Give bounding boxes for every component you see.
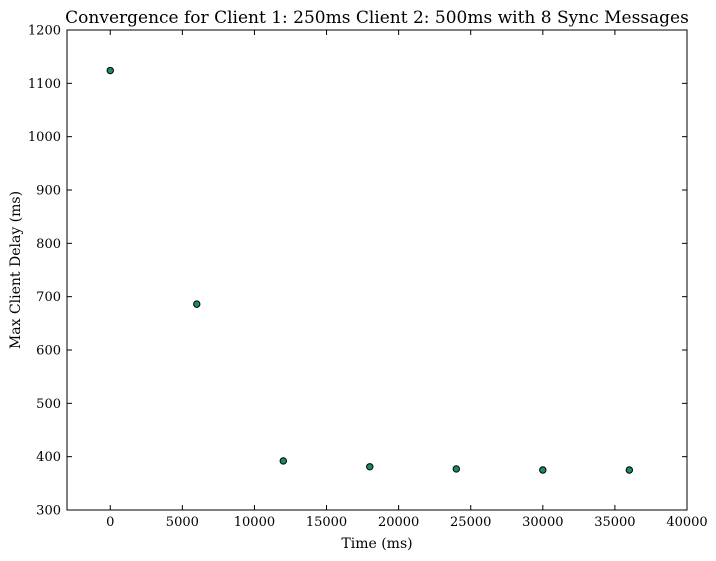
x-tick-label: 25000: [450, 515, 491, 530]
x-tick-label: 0: [106, 515, 114, 530]
y-tick-label: 1100: [28, 77, 61, 92]
x-tick-label: 40000: [666, 515, 707, 530]
y-axis-label: Max Client Delay (ms): [8, 191, 24, 349]
y-tick-label: 1000: [28, 130, 61, 145]
data-point: [193, 300, 201, 308]
x-tick-label: 20000: [378, 515, 419, 530]
y-tick-label: 400: [36, 450, 61, 465]
x-tick-label: 5000: [166, 515, 199, 530]
y-tick-label: 1200: [28, 24, 61, 39]
data-points: [106, 66, 634, 474]
data-point: [366, 463, 374, 471]
axis-ticks: [67, 29, 688, 511]
data-point: [539, 466, 547, 474]
y-tick-label: 700: [36, 290, 61, 305]
data-point: [279, 457, 287, 465]
data-point: [625, 466, 634, 474]
y-tick-label: 800: [36, 237, 61, 252]
y-tick-label: 300: [36, 504, 61, 519]
data-point: [452, 465, 461, 473]
y-tick-label: 500: [36, 397, 61, 412]
x-tick-label: 30000: [522, 515, 563, 530]
axis-tick-labels: 0 5000 10000 15000 20000 25000 30000 35000 40000…: [28, 24, 708, 531]
x-axis-label: Time (ms): [341, 536, 412, 552]
x-tick-label: 35000: [594, 515, 635, 530]
x-tick-label: 10000: [234, 515, 275, 530]
chart-title: Convergence for Client 1: 250ms Client 2…: [65, 8, 689, 28]
y-tick-label: 900: [36, 184, 61, 199]
data-point: [106, 66, 114, 75]
y-tick-label: 600: [36, 344, 61, 359]
x-tick-label: 15000: [306, 515, 347, 530]
plot-area-frame: [66, 29, 688, 511]
